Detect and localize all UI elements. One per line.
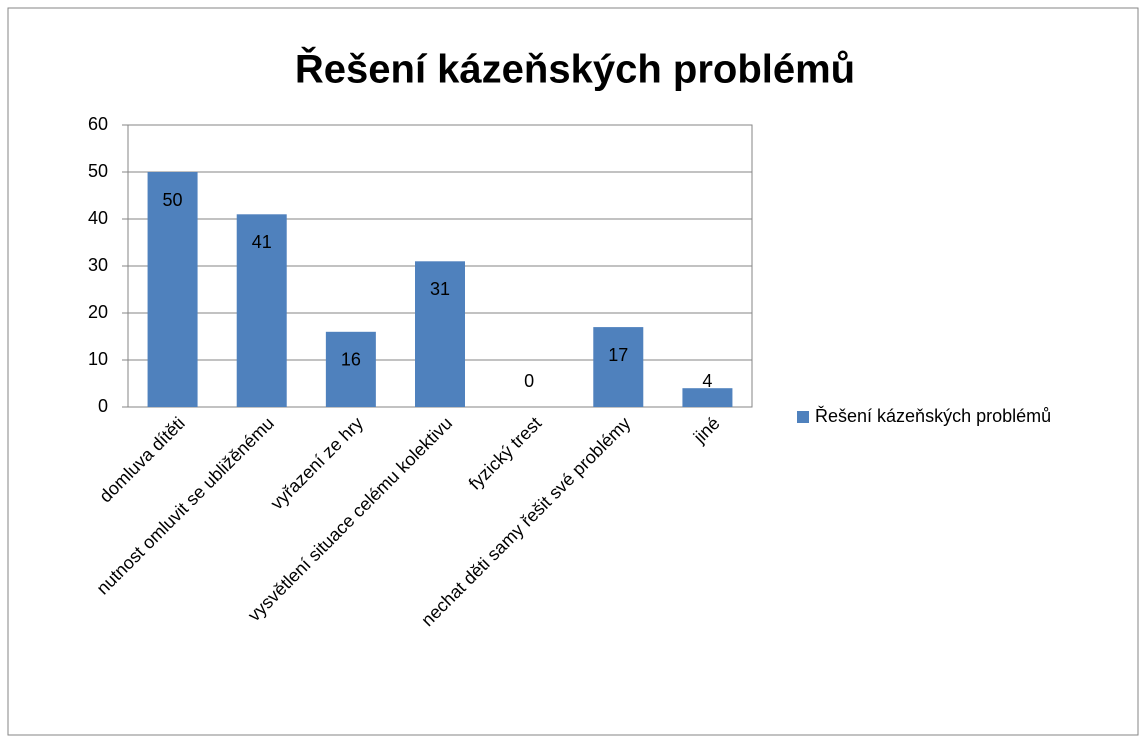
chart-title: Řešení kázeňských problémů — [295, 46, 855, 92]
data-label: 4 — [702, 371, 712, 391]
bar — [147, 172, 198, 407]
y-tick-label: 50 — [88, 161, 108, 181]
data-label: 0 — [524, 371, 534, 391]
y-tick-label: 40 — [88, 208, 108, 228]
y-tick-label: 10 — [88, 349, 108, 369]
bar — [236, 214, 287, 407]
y-tick-label: 20 — [88, 302, 108, 322]
legend-label: Řešení kázeňských problémů — [815, 406, 1051, 426]
bar — [682, 388, 733, 407]
y-tick-label: 30 — [88, 255, 108, 275]
data-label: 31 — [430, 279, 450, 299]
data-label: 41 — [252, 232, 272, 252]
data-label: 16 — [341, 350, 361, 370]
bar — [593, 327, 644, 407]
bar — [415, 261, 465, 407]
legend-swatch — [797, 411, 809, 423]
data-label: 17 — [608, 345, 628, 365]
data-label: 50 — [163, 190, 183, 210]
y-tick-label: 60 — [88, 114, 108, 134]
y-tick-label: 0 — [98, 396, 108, 416]
bar — [325, 331, 376, 407]
